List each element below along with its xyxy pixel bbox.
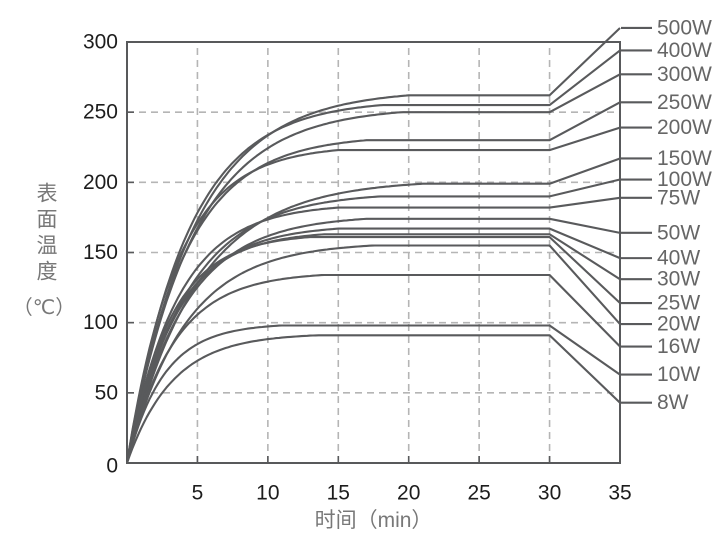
legend-label-400W: 400W <box>657 39 712 62</box>
legend-label-20W: 20W <box>657 313 700 336</box>
legend-label-25W: 25W <box>657 292 700 315</box>
y-tick-label-300: 300 <box>83 31 118 54</box>
y-tick-label-100: 100 <box>83 311 118 334</box>
curve-200W <box>125 126 621 464</box>
x-tick-label-35: 35 <box>608 481 631 504</box>
x-tick-label-20: 20 <box>397 481 420 504</box>
y-tick-label-200: 200 <box>83 171 118 194</box>
y-tick-label-150: 150 <box>83 241 118 264</box>
curve-400W <box>125 49 621 464</box>
y-tick-label-0: 0 <box>106 455 118 478</box>
legend-label-16W: 16W <box>657 335 700 358</box>
y-tick-label-50: 50 <box>95 381 118 404</box>
legend-label-30W: 30W <box>657 268 700 291</box>
legend-label-300W: 300W <box>657 63 712 86</box>
legend-label-75W: 75W <box>657 186 700 209</box>
legend-label-40W: 40W <box>657 247 700 270</box>
curve-25W <box>125 236 621 464</box>
curve-50W <box>125 217 621 464</box>
curve-300W <box>125 73 621 464</box>
legend-label-8W: 8W <box>657 391 689 414</box>
curve-100W <box>125 178 621 464</box>
curve-20W <box>125 244 621 464</box>
y-axis-title: 表面温度 <box>34 182 57 286</box>
legend-label-200W: 200W <box>657 116 712 139</box>
x-tick-label-25: 25 <box>467 481 490 504</box>
legend-label-250W: 250W <box>657 91 712 114</box>
curve-250W <box>125 101 621 464</box>
x-axis-title: 时间（min） <box>314 509 433 532</box>
legend-label-10W: 10W <box>657 363 700 386</box>
legend-label-100W: 100W <box>657 168 712 191</box>
y-axis-unit: （℃） <box>12 297 76 319</box>
y-tick-label-250: 250 <box>83 101 118 124</box>
legend-label-500W: 500W <box>657 16 712 39</box>
legend-label-50W: 50W <box>657 221 700 244</box>
curve-30W <box>125 233 621 464</box>
x-tick-label-30: 30 <box>538 481 561 504</box>
curve-16W <box>125 273 621 464</box>
x-tick-label-10: 10 <box>256 481 279 504</box>
curve-500W <box>125 27 621 464</box>
curve-8W <box>126 334 621 464</box>
curve-75W <box>125 196 621 464</box>
x-tick-label-15: 15 <box>327 481 350 504</box>
curve-10W <box>125 324 621 464</box>
legend-label-150W: 150W <box>657 147 712 170</box>
x-tick-label-5: 5 <box>192 481 204 504</box>
